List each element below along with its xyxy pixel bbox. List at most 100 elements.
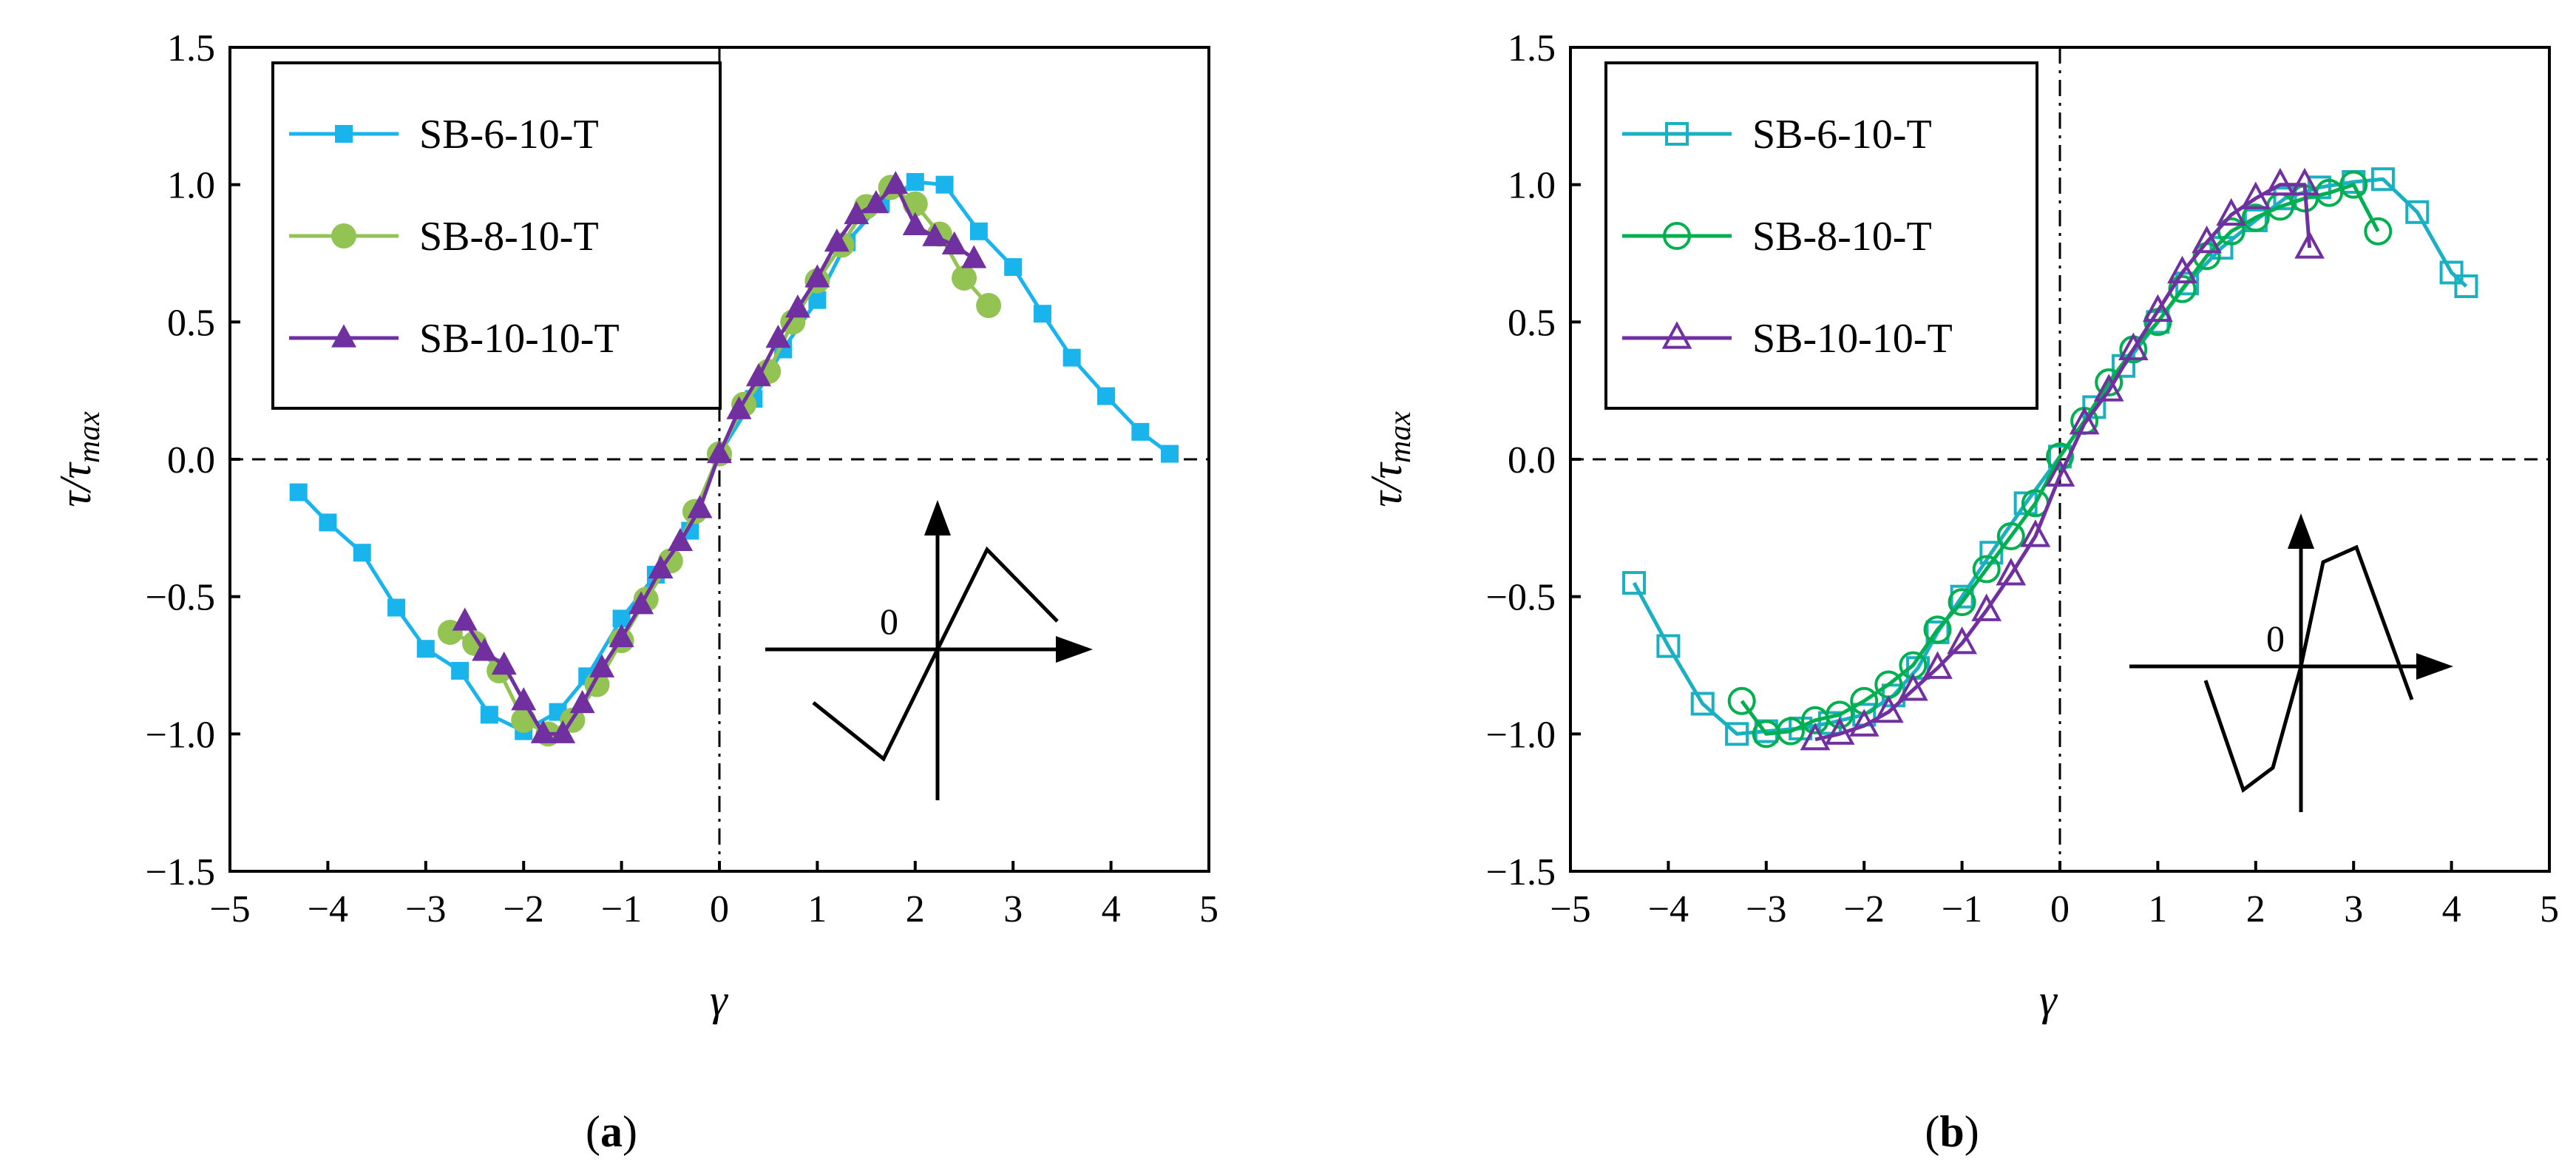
y-tick-label: 1.0	[167, 165, 215, 207]
inset-curve-b	[2203, 544, 2414, 794]
data-point	[452, 607, 478, 631]
series-SB-10-10-T	[1800, 167, 2325, 751]
data-point	[906, 172, 924, 191]
data-point	[569, 689, 595, 714]
data-point	[1656, 634, 1681, 658]
data-point	[902, 212, 928, 235]
data-point	[2046, 442, 2074, 471]
x-tick-label: −3	[1746, 888, 1786, 930]
data-point	[353, 544, 371, 562]
y-tick-label: 1.5	[167, 27, 215, 70]
inset-diagram-b: 0	[2129, 513, 2453, 812]
data-point	[1923, 615, 1952, 644]
inset-y-arrow-icon	[924, 500, 951, 535]
x-tick-label: 3	[2344, 888, 2363, 930]
series-SB-10-10-T	[452, 171, 987, 743]
axis-ticks-b: −5 −4 −3 −2 −1 0 1 2 3 4 5 1.5 1.0 0.5 0.0 −0.5 −1.0 −1.5	[1486, 27, 2559, 930]
inset-origin-label: 0	[2266, 618, 2285, 659]
x-axis-title-b: γ	[2039, 976, 2058, 1024]
x-tick-label: −3	[405, 888, 446, 930]
data-point	[2370, 167, 2395, 192]
data-point	[2093, 374, 2124, 402]
data-point	[668, 527, 694, 551]
x-tick-label: −1	[1942, 888, 1982, 930]
x-tick-label: −4	[308, 888, 348, 930]
legend-label: SB-10-10-T	[1752, 316, 1953, 362]
data-point	[804, 264, 830, 288]
data-point	[2118, 332, 2149, 361]
legend-label: SB-8-10-T	[1752, 214, 1932, 260]
data-point	[2069, 406, 2100, 435]
data-point	[1971, 593, 2002, 621]
data-point	[530, 720, 556, 743]
data-point	[472, 638, 498, 661]
x-tick-label: 1	[807, 888, 827, 930]
data-point	[1161, 445, 1179, 463]
data-point	[1898, 673, 1928, 701]
data-point	[2192, 225, 2222, 254]
x-tick-label: −4	[1648, 888, 1689, 930]
data-point	[2364, 217, 2393, 246]
data-point	[1996, 521, 2025, 550]
data-point	[511, 707, 537, 733]
legend-entry: SB-10-10-T	[1622, 316, 1953, 362]
series-line	[296, 180, 1171, 734]
data-point	[784, 294, 810, 318]
y-tick-label: 1.5	[1508, 27, 1556, 70]
data-point	[1690, 692, 1715, 716]
inset-origin-label: 0	[880, 601, 898, 642]
legend-entry: SB-8-10-T	[289, 214, 599, 260]
x-axis-title-a: γ	[710, 976, 728, 1024]
y-tick-label: −0.5	[146, 577, 215, 619]
data-point	[976, 293, 1002, 319]
y-tick-label: −1.0	[1486, 714, 1556, 756]
data-point	[1826, 700, 1854, 729]
x-tick-label: 2	[2246, 888, 2265, 930]
data-point	[1062, 348, 1081, 367]
legend-label: SB-6-10-T	[419, 112, 599, 158]
data-point	[922, 223, 948, 246]
data-point	[387, 598, 406, 617]
data-point	[952, 265, 977, 291]
data-point	[745, 363, 771, 387]
data-point	[863, 190, 889, 214]
y-tick-label: 0.0	[1508, 439, 1556, 481]
data-point	[726, 396, 752, 419]
data-point	[883, 171, 909, 195]
data-point	[1727, 686, 1756, 715]
data-point	[628, 591, 654, 615]
legend-b: SB-6-10-T SB-8-10-T SB-10-10-T	[1604, 61, 2038, 410]
data-point	[2339, 170, 2368, 199]
data-point	[1824, 717, 1855, 745]
y-axis-title-a: τ/τmax	[51, 411, 106, 507]
data-point	[1033, 305, 1051, 323]
panel-label-b: (b)	[1925, 1107, 1979, 1156]
data-point	[1131, 422, 1150, 441]
inset-y-arrow-icon	[2288, 513, 2314, 549]
data-point	[2273, 186, 2297, 211]
data-point	[2240, 181, 2271, 209]
data-point	[1996, 558, 2027, 586]
y-tick-label: 0.5	[167, 302, 215, 344]
data-point	[1622, 571, 1647, 595]
x-tick-label: 5	[1199, 888, 1218, 930]
x-tick-label: 1	[2148, 888, 2167, 930]
data-point	[765, 325, 791, 348]
legend-label: SB-6-10-T	[1752, 112, 1932, 158]
data-point	[2289, 167, 2320, 196]
series-layer-b	[1622, 167, 2478, 751]
data-point	[1848, 709, 1880, 737]
legend-swatch-marker	[1665, 122, 1689, 146]
data-point	[707, 439, 732, 464]
data-point	[609, 624, 634, 647]
data-point	[511, 687, 537, 711]
y-tick-label: 1.0	[1508, 165, 1556, 207]
data-point	[844, 200, 870, 225]
data-point	[1800, 722, 1831, 751]
y-tick-label: −1.0	[146, 714, 215, 756]
legend-swatch-marker	[335, 125, 353, 143]
data-point	[289, 483, 308, 501]
data-point	[969, 222, 988, 240]
data-point	[2439, 260, 2464, 285]
